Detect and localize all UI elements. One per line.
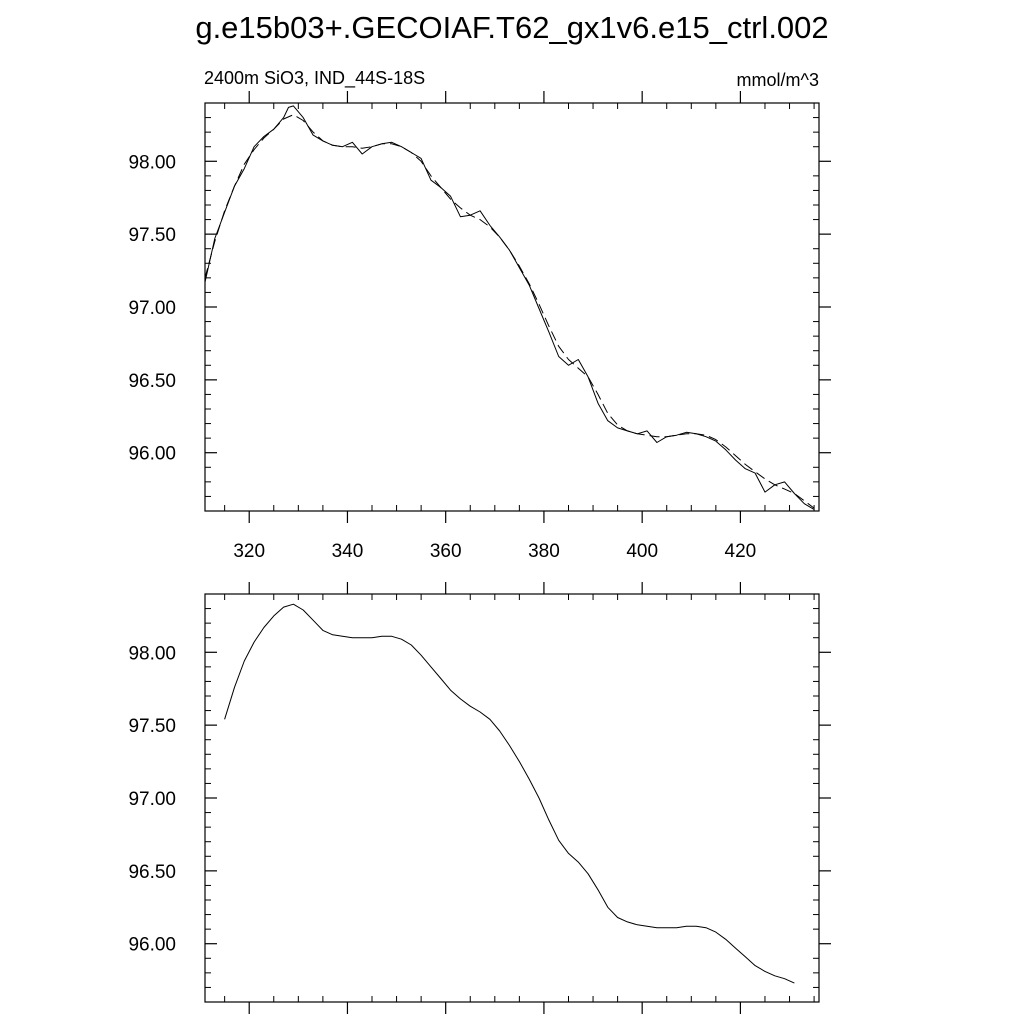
x-tick-label: 360: [430, 541, 462, 562]
subtitle-left: 2400m SiO3, IND_44S-18S: [204, 68, 425, 89]
y-tick-label: 98.00: [128, 152, 176, 173]
x-tick-label: 380: [528, 541, 560, 562]
x-tick-label: 400: [626, 541, 658, 562]
subtitle-units: mmol/m^3: [737, 70, 819, 90]
y-tick-label: 96.00: [128, 935, 176, 956]
series-line-solid: [224, 603, 795, 984]
y-tick-label: 97.50: [128, 225, 176, 246]
x-tick-label: 340: [332, 541, 364, 562]
y-tick-label: 97.50: [128, 716, 176, 737]
y-tick-label: 97.00: [128, 789, 176, 810]
top-panel: 320 340 360 380 400 420 96.00 96.50 97.00 97.50 98…: [128, 91, 831, 562]
series-line-solid: [204, 105, 815, 510]
x-tick-label: 320: [233, 541, 265, 562]
chart-title: g.e15b03+.GECOIAF.T62_gx1v6.e15_ctrl.002: [195, 10, 828, 45]
y-tick-label: 96.00: [128, 444, 176, 465]
x-tick-label: 420: [725, 541, 757, 562]
y-tick-label: 98.00: [128, 643, 176, 664]
y-tick-label: 96.50: [128, 862, 176, 883]
series-line-dashed: [204, 114, 815, 509]
y-tick-label: 96.50: [128, 371, 176, 392]
bottom-panel: 96.00 96.50 97.00 97.50 98.00: [128, 582, 831, 1014]
y-tick-label: 97.00: [128, 298, 176, 319]
plot-frame: [204, 102, 820, 512]
